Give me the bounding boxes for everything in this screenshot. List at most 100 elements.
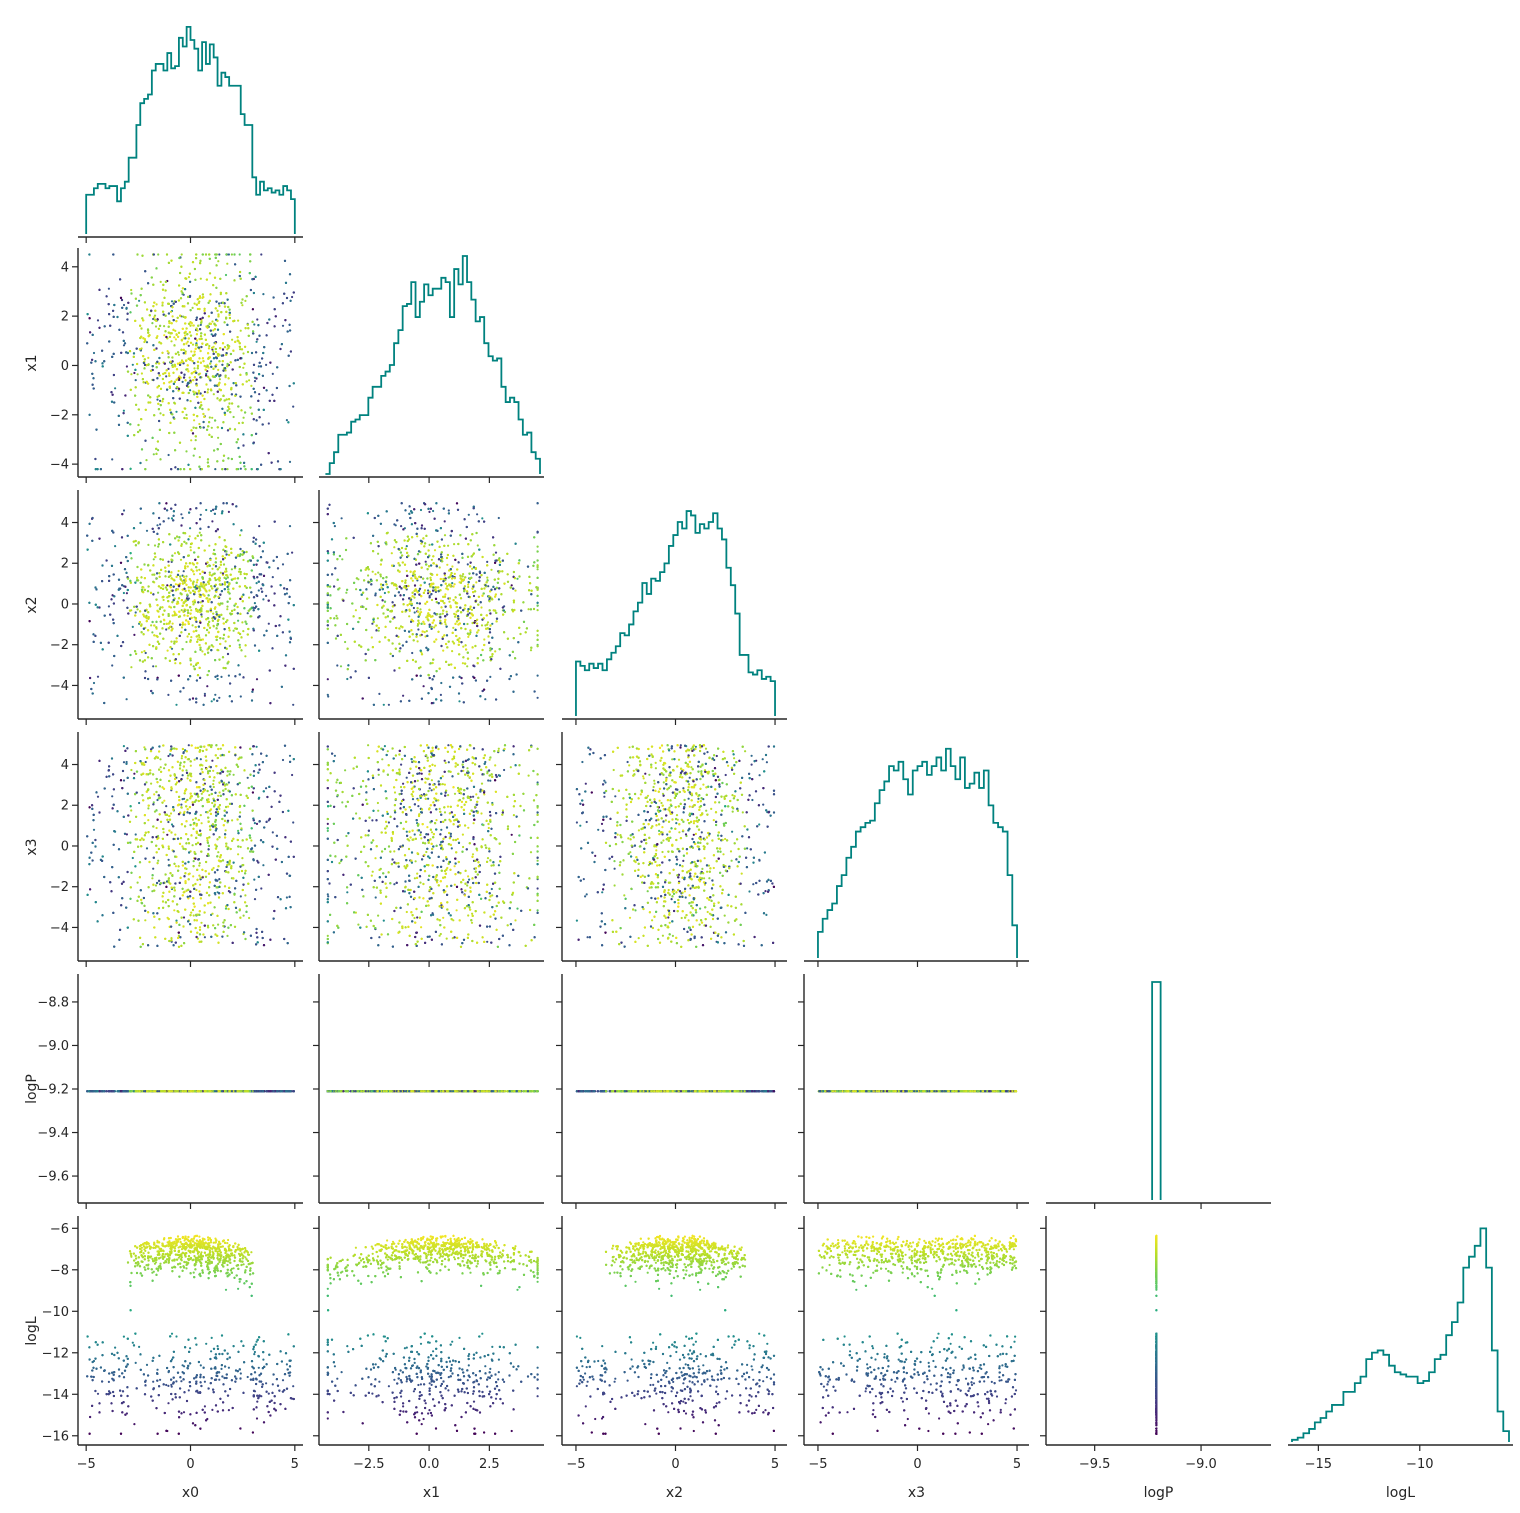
scatter-point xyxy=(255,419,258,422)
scatter-point xyxy=(191,261,195,264)
scatter-point xyxy=(224,273,228,277)
scatter-point xyxy=(189,280,192,283)
scatter-point xyxy=(171,554,174,557)
scatter-point xyxy=(157,327,160,330)
scatter-point xyxy=(193,367,196,370)
scatter-point xyxy=(168,385,171,388)
scatter-point xyxy=(255,678,259,681)
scatter-point xyxy=(206,565,209,568)
scatter-point xyxy=(185,575,188,578)
scatter-point xyxy=(242,593,245,596)
scatter-point xyxy=(210,333,213,336)
scatter-point xyxy=(152,378,155,382)
scatter-point xyxy=(192,580,195,583)
scatter-point xyxy=(92,377,95,380)
scatter-point xyxy=(158,362,161,365)
scatter-point xyxy=(216,568,219,571)
scatter-point xyxy=(252,291,255,295)
scatter-point xyxy=(180,290,183,293)
scatter-point xyxy=(275,386,278,390)
scatter-point xyxy=(185,277,188,280)
scatter-point xyxy=(187,554,190,557)
scatter-point xyxy=(224,367,227,370)
scatter-point xyxy=(146,328,150,331)
scatter-point xyxy=(180,544,183,547)
scatter-point xyxy=(162,598,165,602)
scatter-point xyxy=(239,695,242,698)
scatter-point xyxy=(214,530,218,533)
scatter-point xyxy=(172,397,175,400)
scatter-point xyxy=(163,296,166,299)
scatter-point xyxy=(109,324,112,327)
scatter-point xyxy=(258,525,261,528)
scatter-point xyxy=(292,703,295,706)
scatter-point xyxy=(224,570,227,573)
scatter-point xyxy=(195,344,198,347)
scatter-point xyxy=(125,365,128,368)
scatter-point xyxy=(173,336,176,339)
scatter-point xyxy=(204,338,207,341)
scatter-point xyxy=(192,354,195,357)
scatter-point xyxy=(273,325,276,328)
scatter-point xyxy=(192,379,195,382)
scatter-point xyxy=(195,371,198,374)
scatter-point xyxy=(216,460,219,463)
scatter-point xyxy=(143,301,146,304)
scatter-point xyxy=(152,317,155,321)
scatter-point xyxy=(204,642,207,645)
scatter-point xyxy=(285,588,289,591)
scatter-point xyxy=(201,407,204,411)
scatter-point xyxy=(284,664,287,667)
scatter-point xyxy=(241,298,244,301)
scatter-point xyxy=(163,325,166,328)
scatter-point xyxy=(92,387,95,390)
scatter-point xyxy=(90,687,93,691)
scatter-point xyxy=(112,602,115,605)
scatter-point xyxy=(144,609,147,612)
scatter-point xyxy=(132,355,135,358)
scatter-point xyxy=(177,569,180,573)
panel-x2-vs-x0: 420−2−4 xyxy=(50,490,303,725)
scatter-point xyxy=(167,575,170,579)
scatter-point xyxy=(194,278,197,281)
scatter-point xyxy=(198,465,201,468)
scatter-point xyxy=(177,653,180,656)
scatter-point xyxy=(132,540,135,543)
scatter-point xyxy=(250,351,254,355)
scatter-point xyxy=(265,363,268,366)
scatter-point xyxy=(249,253,252,256)
scatter-point xyxy=(143,650,146,653)
scatter-point xyxy=(198,296,201,299)
scatter-point xyxy=(135,579,139,582)
scatter-point xyxy=(242,433,245,436)
scatter-point xyxy=(214,333,217,336)
scatter-point xyxy=(236,612,239,615)
scatter-point xyxy=(158,615,161,618)
scatter-point xyxy=(242,352,245,355)
scatter-point xyxy=(237,639,240,642)
scatter-point xyxy=(111,355,114,358)
scatter-point xyxy=(196,578,199,582)
scatter-point xyxy=(279,584,282,587)
scatter-point xyxy=(127,612,130,615)
scatter-point xyxy=(187,295,190,298)
scatter-point xyxy=(187,678,190,681)
scatter-point xyxy=(212,334,215,337)
scatter-point xyxy=(225,310,228,313)
scatter-point xyxy=(131,625,134,629)
scatter-point xyxy=(110,391,113,394)
scatter-point xyxy=(170,340,173,343)
scatter-point xyxy=(189,334,193,337)
scatter-point xyxy=(247,327,250,330)
scatter-point xyxy=(180,609,183,612)
scatter-point xyxy=(155,598,158,601)
scatter-point xyxy=(292,405,295,408)
scatter-point xyxy=(126,434,129,437)
scatter-point xyxy=(225,553,228,556)
scatter-point xyxy=(238,673,241,676)
scatter-point xyxy=(189,527,192,530)
scatter-point xyxy=(143,577,146,580)
scatter-point xyxy=(181,621,184,624)
scatter-point xyxy=(252,629,255,632)
scatter-point xyxy=(218,302,221,305)
